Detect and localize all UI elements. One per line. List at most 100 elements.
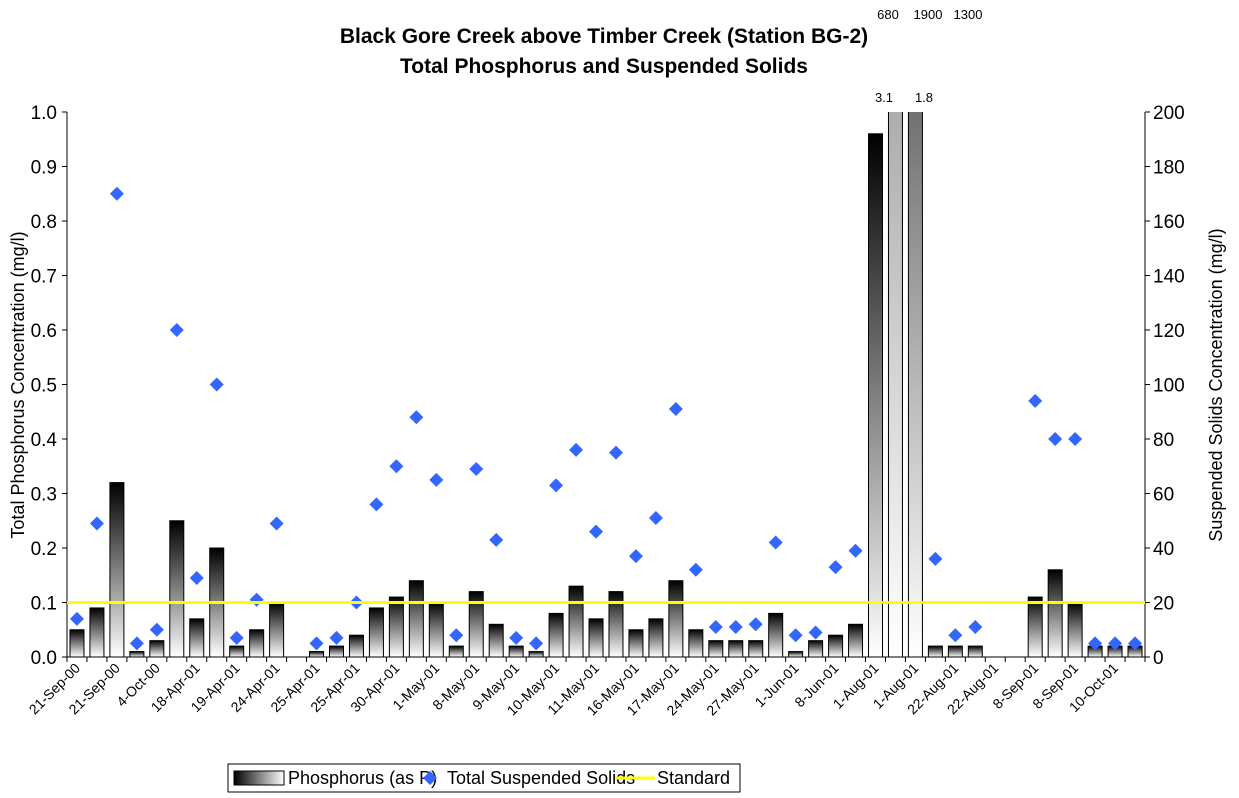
marker xyxy=(728,620,743,635)
y2-tick-label: 180 xyxy=(1153,158,1185,179)
bar xyxy=(608,591,624,658)
marker xyxy=(169,323,184,337)
bar xyxy=(1067,602,1083,658)
value-label: 680 xyxy=(877,7,899,22)
bar xyxy=(229,645,245,658)
y-tick-label: 0.0 xyxy=(31,648,57,669)
bar xyxy=(1047,569,1063,658)
bar xyxy=(528,651,544,658)
value-label: 3.1 xyxy=(875,90,893,105)
marker xyxy=(1088,636,1103,651)
value-label: 1300 xyxy=(954,7,983,22)
bar xyxy=(468,591,484,658)
y-tick-label: 0.6 xyxy=(31,321,57,342)
bar xyxy=(907,112,923,658)
bar xyxy=(348,634,364,658)
marker xyxy=(808,625,823,640)
y-tick-label: 0.1 xyxy=(31,594,57,615)
bar xyxy=(1027,596,1043,658)
marker xyxy=(389,459,404,474)
marker xyxy=(608,445,623,460)
y-tick-label: 0.4 xyxy=(31,430,58,451)
bar xyxy=(189,618,205,658)
marker xyxy=(708,620,723,635)
marker xyxy=(768,535,783,550)
bar xyxy=(169,520,185,658)
marker xyxy=(968,620,983,635)
bar xyxy=(868,133,883,658)
y2-tick-label: 160 xyxy=(1153,212,1185,233)
bar xyxy=(69,629,85,658)
bar xyxy=(309,651,325,658)
bar xyxy=(388,596,404,658)
marker xyxy=(469,461,484,476)
marker xyxy=(788,628,803,643)
bar xyxy=(688,629,704,658)
y-tick-label: 0.9 xyxy=(31,158,57,179)
bar xyxy=(329,645,344,658)
y2-axis-label: Suspended Solids Concentration (mg/l) xyxy=(1206,228,1226,541)
marker xyxy=(928,551,943,566)
marker xyxy=(149,622,164,637)
marker xyxy=(269,516,284,531)
marker xyxy=(229,630,244,645)
bar xyxy=(828,634,844,658)
bar xyxy=(967,645,983,658)
marker xyxy=(429,472,444,487)
legend-swatch xyxy=(233,770,285,786)
bar xyxy=(448,645,464,658)
marker xyxy=(948,628,963,643)
marker xyxy=(329,630,344,645)
y2-tick-label: 200 xyxy=(1153,103,1185,124)
bar xyxy=(808,640,824,658)
value-label: 1900 xyxy=(914,7,943,22)
legend-label: Phosphorus (as P) xyxy=(288,768,437,788)
marker xyxy=(828,560,843,575)
marker xyxy=(1108,636,1123,651)
bar xyxy=(89,607,105,658)
bar xyxy=(408,580,424,658)
y-tick-label: 0.3 xyxy=(31,485,57,506)
marker xyxy=(589,524,604,539)
y2-tick-label: 40 xyxy=(1153,539,1174,560)
chart-subtitle: Total Phosphorus and Suspended Solids xyxy=(400,55,808,78)
bar xyxy=(149,640,165,658)
marker xyxy=(688,562,703,577)
marker xyxy=(189,570,204,585)
y2-tick-label: 80 xyxy=(1153,430,1174,451)
marker xyxy=(748,617,763,632)
marker xyxy=(1028,393,1043,408)
marker xyxy=(569,442,584,457)
marker xyxy=(668,402,683,417)
bar xyxy=(568,585,584,658)
marker xyxy=(369,497,384,512)
bar xyxy=(428,602,444,658)
y2-tick-label: 20 xyxy=(1153,594,1174,615)
bar xyxy=(848,623,864,658)
bar xyxy=(588,618,604,658)
legend-label: Total Suspended Solids xyxy=(447,768,635,788)
legend-swatch xyxy=(423,771,437,785)
y-tick-label: 0.7 xyxy=(31,267,57,288)
marker xyxy=(1048,432,1063,446)
marker xyxy=(1128,636,1143,651)
bar xyxy=(648,618,664,658)
bar xyxy=(109,482,125,658)
bar xyxy=(508,645,524,658)
marker xyxy=(449,628,464,643)
y2-tick-label: 60 xyxy=(1153,485,1174,506)
bar xyxy=(708,640,724,658)
y2-tick-label: 100 xyxy=(1153,376,1185,397)
marker xyxy=(549,478,564,493)
marker xyxy=(129,636,144,651)
bar xyxy=(748,640,764,658)
y-tick-label: 1.0 xyxy=(31,103,57,124)
marker xyxy=(249,592,264,607)
marker xyxy=(1068,432,1083,446)
bar xyxy=(728,640,744,658)
value-label: 1.8 xyxy=(915,90,933,105)
plot-area xyxy=(69,112,1143,658)
marker xyxy=(848,543,863,558)
bar xyxy=(927,645,943,658)
